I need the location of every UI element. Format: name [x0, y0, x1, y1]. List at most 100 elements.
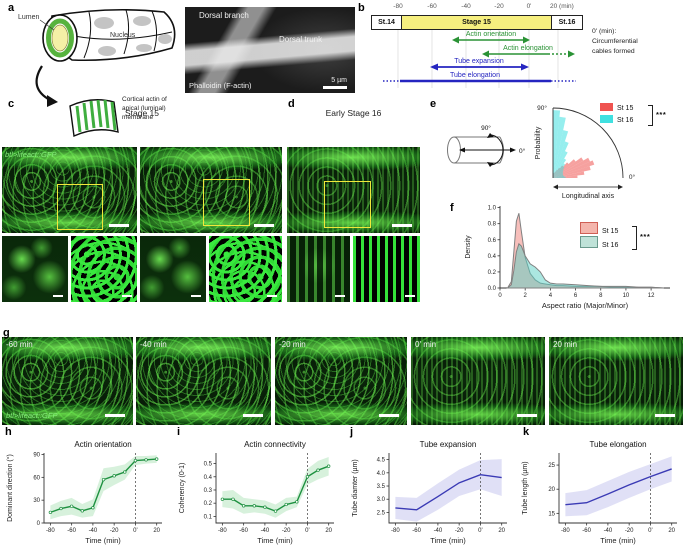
svg-text:Time (min): Time (min) [85, 536, 121, 545]
significance-stars: *** [640, 232, 651, 241]
svg-text:Tube elongation: Tube elongation [589, 440, 646, 449]
svg-text:0: 0 [37, 521, 41, 527]
scale-bar [517, 414, 537, 417]
scale-bar [267, 295, 277, 297]
svg-text:60: 60 [33, 475, 40, 481]
svg-text:Density: Density [465, 235, 472, 259]
svg-text:-20: -20 [282, 528, 291, 534]
st16-swatch [580, 236, 598, 248]
svg-text:Time (min): Time (min) [430, 536, 466, 545]
frame-time-label: 20 min [553, 340, 578, 349]
svg-text:-40: -40 [89, 528, 98, 534]
density-plot-aspect-ratio: 0.0 0.2 0.4 0.6 0.8 1.0 0 2 4 6 8 10 12 Density Aspect… [465, 206, 670, 310]
svg-text:0.1: 0.1 [204, 514, 213, 520]
svg-text:-60: -60 [412, 528, 421, 534]
svg-text:-20: -20 [110, 528, 119, 534]
svg-text:15: 15 [548, 511, 555, 517]
panel-label-c: c [8, 98, 15, 110]
frame-time-label: 0' min [415, 340, 437, 349]
svg-text:0.2: 0.2 [204, 501, 213, 507]
svg-text:-20: -20 [625, 528, 634, 534]
roi-box [324, 181, 371, 228]
line-chart-actin-orientation: Actin orientation 0 30 60 90 -80 -60 -40 -20 0' 20… [6, 440, 162, 545]
svg-text:20: 20 [498, 528, 505, 534]
svg-text:-40: -40 [604, 528, 613, 534]
polar-legend: St 15 St 16 [600, 103, 633, 127]
timeline-tick-0: 0' [526, 3, 532, 10]
timelapse-frame-0: 0' min [411, 337, 545, 425]
svg-text:4: 4 [549, 293, 553, 299]
stage16-title: Early Stage 16 [325, 108, 382, 118]
svg-text:20: 20 [153, 528, 160, 534]
tube-expansion-arrow [430, 63, 529, 71]
stage-st14: St.14 [372, 16, 401, 29]
svg-text:20: 20 [548, 487, 555, 493]
svg-text:-80: -80 [218, 528, 227, 534]
svg-text:0.6: 0.6 [488, 238, 497, 244]
svg-text:Probability: Probability [535, 126, 542, 159]
timeline-panel: b -80 -60 -40 -20 0' 20 (min) [358, 0, 685, 94]
svg-text:0°: 0° [629, 173, 636, 181]
line-chart-tube-elongation: Tube elongation 15 20 25 -80 -60 -40 -20 0' 20 Tub… [522, 440, 677, 545]
stage-st16: St.16 [552, 16, 582, 29]
scale-bar [53, 295, 63, 297]
svg-text:2: 2 [524, 293, 528, 299]
stage16-micrograph [287, 147, 420, 233]
svg-text:-60: -60 [67, 528, 76, 534]
svg-text:-80: -80 [391, 528, 400, 534]
density-legend: St 15 St 16 [580, 222, 618, 250]
panel-label-f: f [450, 202, 454, 214]
polar-histogram-actin-angle: 90° 0° Probability Longitudinal axis [535, 104, 636, 200]
stage16-inset-binary [353, 236, 420, 302]
scale-bar [323, 86, 347, 89]
svg-text:0.2: 0.2 [488, 270, 497, 276]
svg-text:Time (min): Time (min) [257, 536, 293, 545]
timeline-tick--60: -60 [427, 3, 437, 10]
dorsal-trunk-label: Dorsal trunk [279, 35, 323, 44]
st16-swatch [600, 115, 613, 123]
svg-text:25: 25 [548, 463, 555, 469]
legend-row-st16: St 16 [580, 236, 618, 250]
stage15-inset-raw-2 [140, 236, 206, 302]
svg-text:10: 10 [623, 293, 630, 299]
stage16-inset-raw [287, 236, 350, 302]
stage15-inset-binary-1 [71, 236, 137, 302]
svg-text:Actin orientation: Actin orientation [74, 440, 131, 449]
svg-text:Tube expansion: Tube expansion [420, 440, 477, 449]
svg-text:0: 0 [498, 293, 502, 299]
tube-expansion-label: Tube expansion [454, 58, 504, 65]
svg-text:0': 0' [648, 528, 652, 534]
svg-text:3.0: 3.0 [377, 497, 386, 503]
sig-bracket [632, 226, 637, 250]
legend-row-st15: St 15 [600, 103, 633, 115]
svg-text:12: 12 [648, 293, 655, 299]
st16-label: St 16 [602, 242, 619, 249]
legend-row-st15: St 15 [580, 222, 618, 236]
svg-text:8: 8 [599, 293, 603, 299]
svg-text:20: 20 [325, 528, 332, 534]
panel-label-a: a [8, 2, 15, 14]
svg-text:Coherency (0-1): Coherency (0-1) [179, 463, 186, 514]
scale-bar [191, 295, 201, 297]
st15-swatch [580, 222, 598, 234]
phalloidin-micrograph: Dorsal branch Dorsal trunk Phalloidin (F… [185, 7, 355, 93]
panel-k: k Tube elongation 15 20 25 -80 -60 -40 -20 0' 20 T… [517, 426, 685, 554]
svg-text:-60: -60 [582, 528, 591, 534]
tube-schematic-diagram: Lumen Nucleus [18, 8, 176, 138]
dorsal-branch-label: Dorsal branch [199, 11, 249, 20]
svg-text:1.0: 1.0 [488, 206, 497, 212]
frame-time-label: -40 min [140, 340, 167, 349]
panel-label-b: b [358, 2, 365, 14]
lumen-label: Lumen [18, 14, 40, 21]
svg-text:-80: -80 [46, 528, 55, 534]
svg-text:0': 0' [478, 528, 482, 534]
scale-bar [105, 414, 125, 417]
stage15-title: Stage 15 [124, 108, 160, 118]
panel-label-j: j [350, 426, 354, 438]
line-chart-actin-connectivity: Actin connectivity 0.1 0.2 0.3 0.4 0.5 -80 -60 -… [179, 440, 334, 545]
st15-label: St 15 [602, 228, 619, 235]
legend-row-st16: St 16 [600, 115, 633, 127]
svg-text:-40: -40 [261, 528, 270, 534]
svg-text:3.5: 3.5 [377, 484, 386, 490]
svg-text:Time (min): Time (min) [600, 536, 636, 545]
